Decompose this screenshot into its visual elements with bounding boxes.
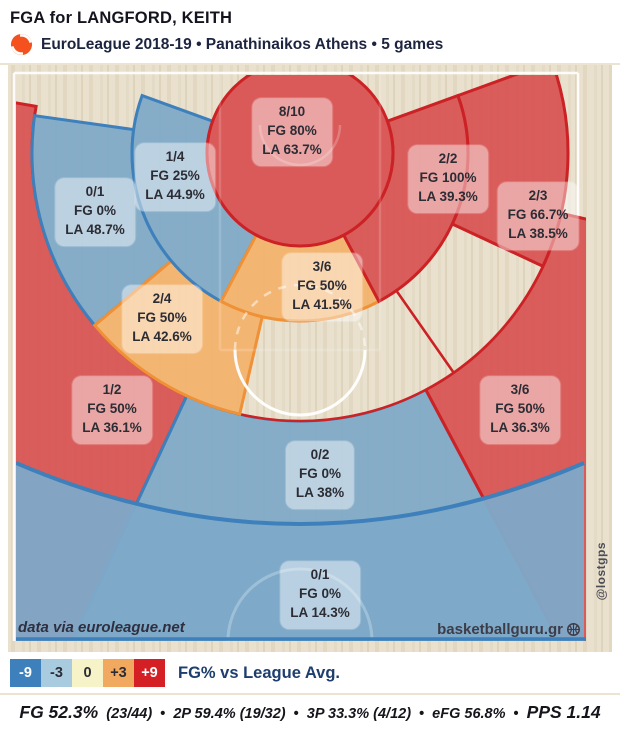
three-point-arc-line (16, 461, 585, 526)
free-throw-circle-solid (233, 349, 367, 417)
zone-label-left-elbow-midrange: 1/4 FG 25% LA 44.9% (135, 143, 215, 211)
site-credit-text: basketballguru.gr (437, 621, 563, 638)
zone-la: LA 36.3% (490, 419, 550, 435)
zone-attempts: 0/2 (310, 447, 330, 463)
key-lines (218, 75, 382, 352)
half-court-circle-line (226, 567, 374, 641)
zone-la: LA 39.3% (418, 188, 478, 204)
stat-pps: PPS 1.14 (526, 702, 601, 722)
site-credit: basketballguru.gr (437, 621, 580, 638)
zone-fg: FG 80% (267, 123, 317, 139)
zone-label-top-three: 0/2 FG 0% LA 38% (285, 441, 355, 509)
bullet-separator: • (419, 706, 425, 722)
zone-fg: FG 50% (495, 401, 545, 417)
zone-la: LA 36.1% (82, 419, 142, 435)
zone-fg: FG 66.7% (507, 207, 569, 223)
legend-caption: FG% vs League Avg. (178, 663, 340, 682)
zone-fg: FG 25% (150, 168, 200, 184)
zone-la: LA 38.5% (508, 225, 568, 241)
zone-attempts: 8/10 (278, 104, 306, 120)
court-svg (8, 65, 612, 652)
zone-fg: FG 50% (297, 278, 347, 294)
zone-fg: FG 0% (298, 466, 342, 482)
data-source-credit: data via euroleague.net (18, 619, 185, 636)
zone-la: LA 48.7% (65, 221, 125, 237)
zone-attempts: 3/6 (510, 382, 530, 398)
zone-label-left-wing-three: 1/2 FG 50% LA 36.1% (72, 376, 152, 444)
stat-fg-raw: (23/44) (106, 706, 153, 722)
author-handle: @lostgps (594, 541, 608, 600)
zone-restricted-area-shape (205, 75, 395, 248)
zone-label-right-baseline-midrange: 2/3 FG 66.7% LA 38.5% (497, 182, 579, 250)
zone-fg: FG 0% (73, 203, 116, 219)
zone-label-left-baseline-midrange: 0/1 FG 0% LA 48.7% (55, 178, 135, 246)
legend-swatch-zero: 0 (72, 659, 103, 687)
zone-la: LA 38% (295, 484, 345, 500)
legend-swatch-minus3: -3 (41, 659, 72, 687)
shot-chart: 8/10 FG 80% LA 63.7% 1/4 FG 25% LA 44.9%… (8, 65, 612, 652)
zone-la: LA 63.7% (262, 141, 322, 157)
zone-la: LA 41.5% (292, 296, 352, 312)
zone-attempts: 2/3 (528, 188, 548, 204)
legend-swatch-minus9: -9 (10, 659, 41, 687)
zone-attempts: 0/1 (85, 184, 105, 200)
legend-swatch-plus3: +3 (103, 659, 134, 687)
zone-la: LA 44.9% (145, 186, 205, 202)
stat-3p: 3P 33.3% (4/12) (306, 706, 412, 722)
page-title: FGA for LANGFORD, KEITH (10, 9, 233, 27)
header: FGA for LANGFORD, KEITH EuroLeague 2018-… (0, 0, 620, 65)
zone-attempts: 0/1 (310, 567, 330, 583)
legend-swatch-plus9: +9 (134, 659, 165, 687)
chart-subtitle: EuroLeague 2018-19 • Panathinaikos Athen… (41, 35, 444, 53)
stat-2p: 2P 59.4% (19/32) (173, 706, 286, 722)
zone-attempts: 1/2 (102, 382, 122, 398)
zone-label-paint: 3/6 FG 50% LA 41.5% (282, 253, 362, 321)
color-legend: -9 -3 0 +3 +9 FG% vs League Avg. (10, 659, 620, 687)
free-throw-circle-dashed (233, 283, 367, 351)
zone-fg: FG 50% (87, 401, 137, 417)
zone-attempts: 1/4 (165, 149, 185, 165)
zone-backcourt-deep-shape (16, 463, 584, 641)
euroleague-logo-icon (10, 33, 33, 56)
summary-stats-bar: FG 52.3% (23/44) • 2P 59.4% (19/32) • 3P… (0, 693, 620, 728)
zone-la: LA 14.3% (290, 604, 350, 620)
zone-la: LA 42.6% (132, 328, 192, 344)
zone-fg: FG 0% (298, 586, 341, 602)
stat-fg: FG 52.3% (19, 702, 99, 722)
restricted-arc-line (258, 124, 342, 167)
zone-label-restricted-area: 8/10 FG 80% LA 63.7% (252, 98, 332, 166)
bullet-separator: • (513, 706, 519, 722)
zone-fg: FG 100% (419, 170, 477, 186)
zone-attempts: 2/4 (152, 291, 172, 307)
zone-fg: FG 50% (137, 310, 187, 326)
zone-label-right-wing-three: 3/6 FG 50% LA 36.3% (480, 376, 560, 444)
zone-label-left-long-midrange: 2/4 FG 50% LA 42.6% (122, 285, 202, 353)
zone-label-right-elbow-midrange: 2/2 FG 100% LA 39.3% (408, 145, 488, 213)
zone-attempts: 2/2 (438, 151, 458, 167)
zone-label-backcourt-deep: 0/1 FG 0% LA 14.3% (280, 561, 360, 629)
stat-efg: eFG 56.8% (432, 706, 506, 722)
bullet-separator: • (160, 706, 166, 722)
bullet-separator: • (293, 706, 299, 722)
basketball-icon (567, 623, 580, 636)
zone-attempts: 3/6 (312, 259, 332, 275)
